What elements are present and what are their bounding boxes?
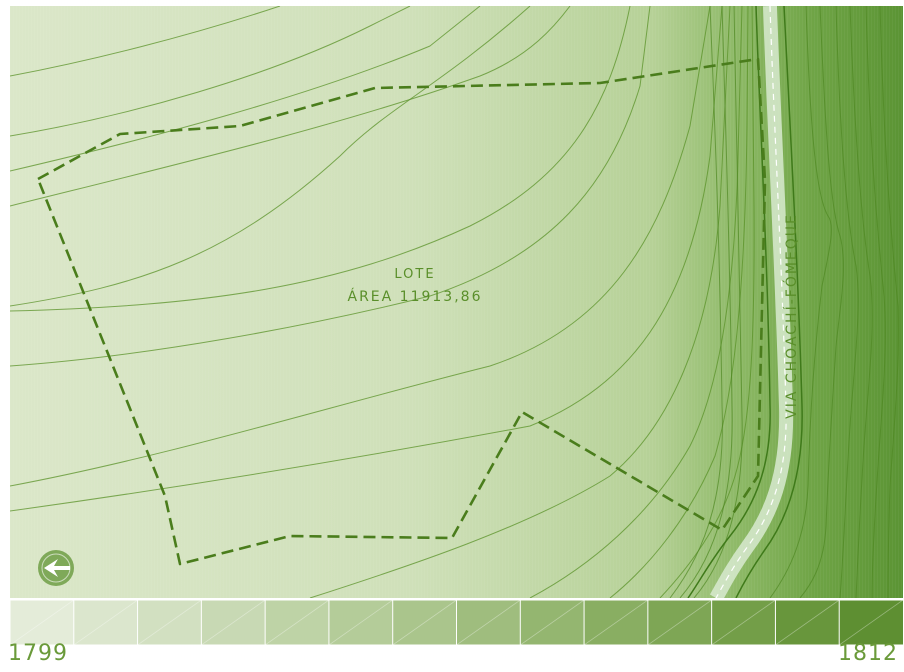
legend-swatch-hatch <box>775 600 840 645</box>
legend-swatch-hatch <box>711 600 776 645</box>
legend-swatch <box>264 600 330 645</box>
compass-arrow-icon[interactable] <box>38 550 74 586</box>
legend-min-label: 1799 <box>8 641 68 666</box>
legend-swatch <box>10 600 75 645</box>
topographic-map: LOTE ÁREA 11913,86 VIA CHOACHÍ-FÓMEQUE <box>10 6 903 598</box>
legend-swatch <box>137 600 203 645</box>
legend-swatch <box>647 600 713 645</box>
legend-swatch-hatch <box>456 600 521 645</box>
legend-swatch-hatch <box>264 600 330 645</box>
legend-swatch-hatch <box>520 600 585 645</box>
legend-swatch <box>328 600 394 645</box>
legend-max-label: 1812 <box>838 641 898 666</box>
legend-swatch <box>838 600 903 645</box>
legend-swatch-hatch <box>201 600 266 645</box>
lot-label: LOTE <box>394 267 435 282</box>
legend-swatch-hatch <box>137 600 202 645</box>
legend-swatch-hatch <box>73 600 138 645</box>
legend-swatch <box>200 600 267 645</box>
color-scale-legend <box>10 600 903 645</box>
map-texture <box>10 6 903 598</box>
legend-swatch-hatch <box>392 600 457 645</box>
legend-swatch-hatch <box>647 600 712 645</box>
legend-swatch <box>519 600 586 645</box>
contour-lines <box>10 6 755 598</box>
road <box>687 6 803 598</box>
lot-area-label: ÁREA 11913,86 <box>348 288 483 305</box>
legend-swatch <box>73 600 139 645</box>
legend-swatch-hatch <box>328 600 393 645</box>
legend-swatch-hatch <box>583 600 649 645</box>
road-label: VIA CHOACHÍ-FÓMEQUE <box>782 213 800 419</box>
legend-swatch-hatch <box>838 600 903 645</box>
legend-swatch <box>583 600 649 645</box>
legend-swatch-hatch <box>10 600 75 645</box>
legend-swatch <box>392 600 458 645</box>
lot-boundary <box>36 57 767 566</box>
road-centerline <box>715 6 787 598</box>
road-edge-inner <box>735 6 803 598</box>
